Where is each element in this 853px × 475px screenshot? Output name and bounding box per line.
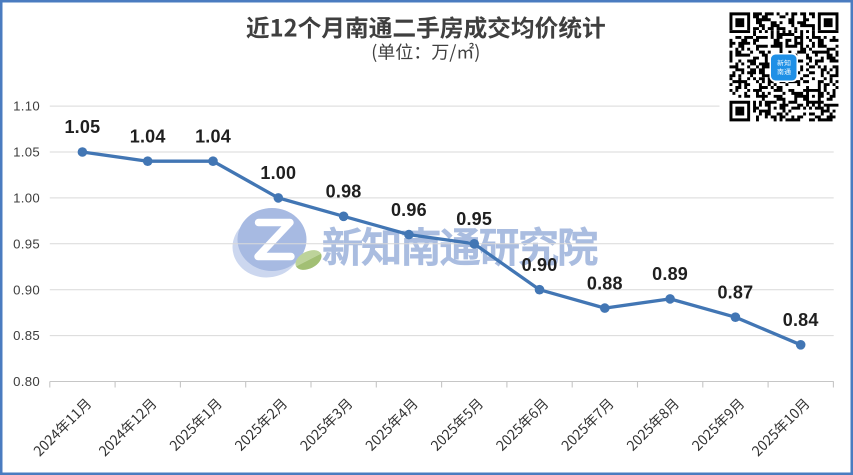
svg-text:0.95: 0.95 [13, 236, 40, 251]
svg-text:0.85: 0.85 [13, 328, 40, 343]
svg-text:1.04: 1.04 [195, 126, 231, 146]
svg-text:0.90: 0.90 [522, 255, 558, 275]
svg-text:1.05: 1.05 [64, 117, 100, 137]
svg-text:1.00: 1.00 [260, 163, 296, 183]
svg-text:0.89: 0.89 [652, 264, 688, 284]
svg-text:0.87: 0.87 [717, 282, 753, 302]
svg-text:1.10: 1.10 [13, 99, 40, 114]
svg-text:0.95: 0.95 [456, 209, 492, 229]
svg-text:1.05: 1.05 [13, 145, 40, 160]
svg-text:0.98: 0.98 [326, 182, 362, 202]
svg-text:1.00: 1.00 [13, 191, 40, 206]
svg-text:0.80: 0.80 [13, 374, 40, 389]
svg-text:0.88: 0.88 [587, 273, 623, 293]
svg-text:1.04: 1.04 [130, 126, 166, 146]
svg-text:0.84: 0.84 [783, 310, 819, 330]
svg-text:0.90: 0.90 [13, 282, 40, 297]
svg-text:0.96: 0.96 [391, 200, 427, 220]
